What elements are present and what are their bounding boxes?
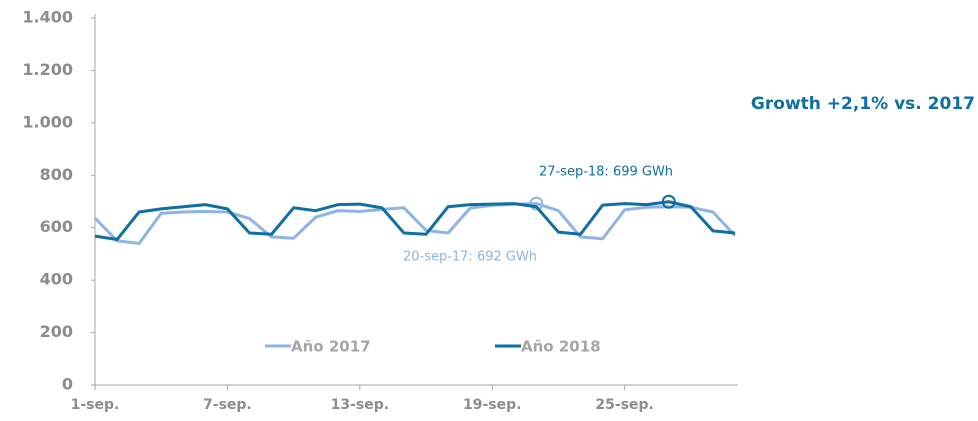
x-tick-label: 25-sep.	[595, 397, 653, 413]
x-tick-label: 19-sep.	[463, 397, 521, 413]
y-tick-label: 600	[40, 217, 73, 236]
annotation: 20-sep-17: 692 GWh	[403, 250, 537, 265]
y-tick-label: 1.400	[22, 8, 73, 27]
y-tick-label: 1.200	[22, 60, 73, 79]
highlight-marker	[661, 194, 676, 209]
x-tick-label: 13-sep.	[331, 397, 389, 413]
series-line	[93, 202, 737, 245]
y-tick-label: 400	[40, 270, 73, 289]
y-tick-label: 200	[40, 322, 73, 341]
annotation: Growth +2,1% vs. 2017	[751, 94, 975, 114]
legend-label: Año 2018	[521, 338, 601, 356]
annotation: 27-sep-18: 699 GWh	[539, 165, 673, 180]
legend-label: Año 2017	[291, 338, 371, 356]
x-tick-label: 1-sep.	[71, 397, 120, 413]
y-tick-label: 800	[40, 165, 73, 184]
y-tick-label: 1.000	[22, 112, 73, 131]
highlight-marker	[529, 196, 544, 211]
y-tick-label: 0	[62, 375, 73, 394]
series-line	[94, 200, 736, 242]
x-tick-label: 7-sep.	[203, 397, 252, 413]
